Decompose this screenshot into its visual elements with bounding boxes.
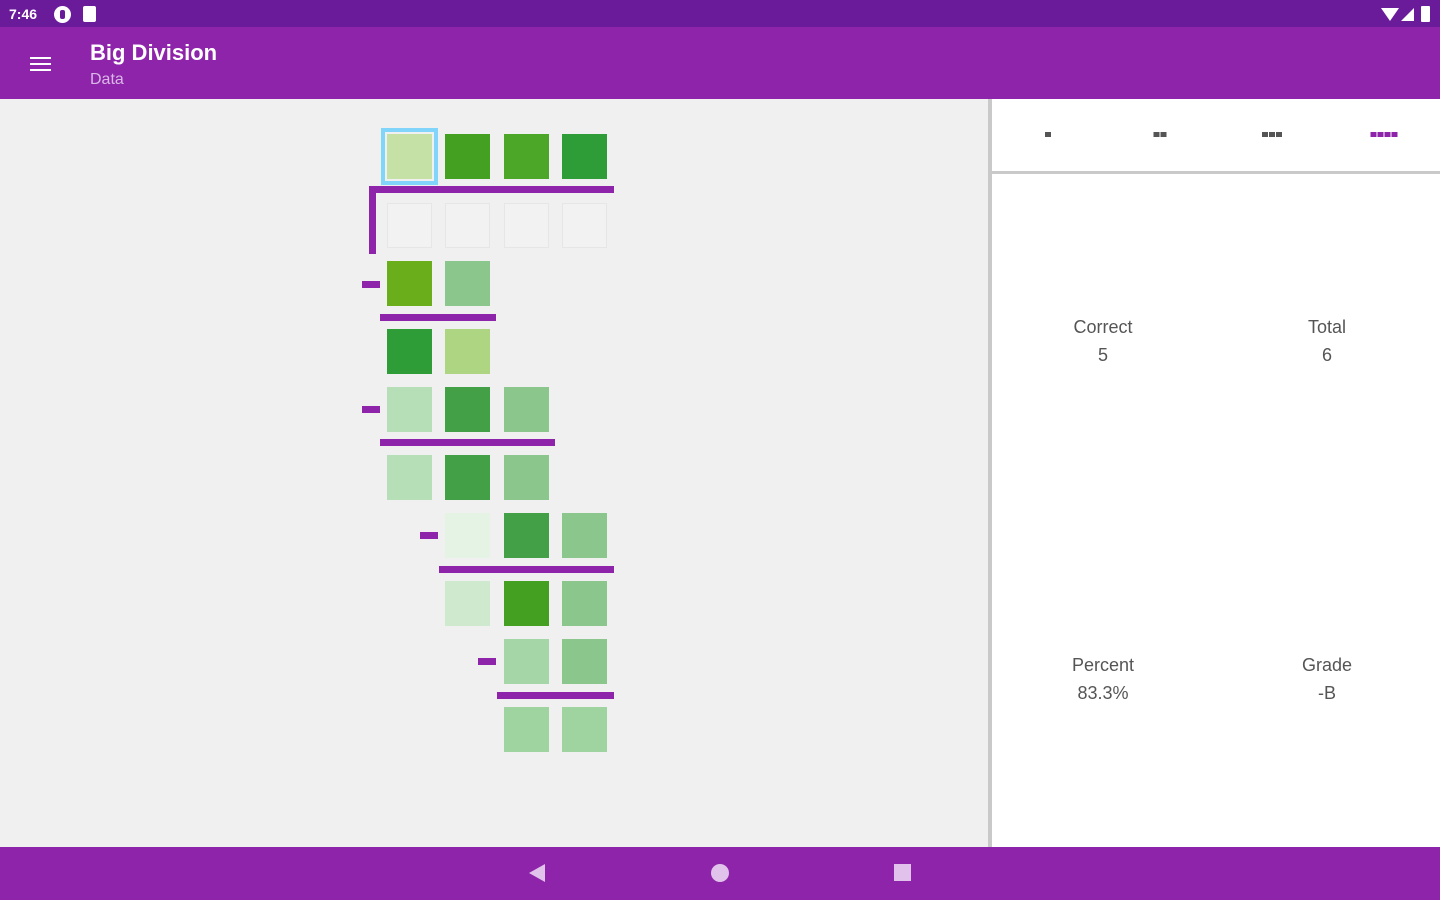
level-dots-icon — [1370, 132, 1398, 137]
signal-icon — [1401, 8, 1414, 21]
division-board — [0, 99, 988, 847]
digit-cell[interactable] — [504, 455, 549, 500]
stat-percent-label: Percent — [1071, 655, 1135, 675]
tab-divider — [992, 171, 1440, 174]
digit-cell[interactable] — [504, 639, 549, 684]
digit-cell[interactable] — [562, 707, 607, 752]
level-dots-icon — [1045, 132, 1051, 137]
digit-cell[interactable] — [562, 134, 607, 179]
minus-sign — [362, 406, 380, 413]
level-dots-icon — [1153, 132, 1167, 137]
answer-cell[interactable] — [562, 203, 607, 248]
stat-correct-label: Correct — [1073, 317, 1133, 337]
stat-total-value: 6 — [1321, 345, 1332, 365]
minus-sign — [420, 532, 438, 539]
app-title: Big Division — [90, 40, 218, 65]
home-circle-icon[interactable] — [711, 864, 729, 882]
division-bracket — [369, 186, 376, 254]
answer-cell[interactable] — [387, 203, 432, 248]
digit-cell[interactable] — [445, 134, 490, 179]
app-bar: Big Division Data — [0, 27, 1440, 99]
menu-icon[interactable] — [26, 51, 56, 77]
answer-cell[interactable] — [445, 203, 490, 248]
minus-sign — [362, 281, 380, 288]
stat-percent-value: 83.3% — [1077, 683, 1129, 703]
digit-cell[interactable] — [445, 581, 490, 626]
digit-cell[interactable] — [562, 513, 607, 558]
stat-grade-label: Grade — [1301, 655, 1353, 675]
status-time: 7:46 — [9, 6, 38, 22]
digit-cell[interactable] — [381, 128, 438, 185]
panel-divider — [988, 99, 992, 847]
stat-percent: Percent 83.3% — [1003, 651, 1203, 707]
sd-card-icon — [83, 6, 96, 22]
status-bar: 7:46 — [0, 0, 1440, 27]
stat-total: Total 6 — [1227, 313, 1427, 369]
notification-icon — [54, 6, 71, 23]
digit-cell[interactable] — [387, 387, 432, 432]
wifi-icon — [1381, 8, 1399, 21]
digit-cell[interactable] — [562, 639, 607, 684]
digit-cell[interactable] — [504, 581, 549, 626]
answer-cell[interactable] — [504, 203, 549, 248]
digit-cell[interactable] — [504, 513, 549, 558]
digit-cell[interactable] — [445, 513, 490, 558]
tab-level-2[interactable] — [1104, 99, 1216, 171]
digit-cell[interactable] — [387, 455, 432, 500]
subtraction-line — [380, 314, 496, 321]
recent-square-icon[interactable] — [894, 864, 911, 881]
stat-grade: Grade -B — [1227, 651, 1427, 707]
digit-cell[interactable] — [562, 581, 607, 626]
back-triangle-icon[interactable] — [529, 864, 545, 882]
digit-cell[interactable] — [387, 261, 432, 306]
digit-cell[interactable] — [445, 455, 490, 500]
navigation-bar — [0, 847, 1440, 900]
tab-level-3[interactable] — [1216, 99, 1328, 171]
level-dots-icon — [1262, 132, 1282, 137]
digit-cell[interactable] — [504, 134, 549, 179]
stat-total-label: Total — [1307, 317, 1347, 337]
stats-panel: Correct 5 Total 6 Percent 83.3% Grade -B — [992, 99, 1440, 847]
digit-cell[interactable] — [445, 387, 490, 432]
subtraction-line — [439, 566, 614, 573]
tab-level-4[interactable] — [1328, 99, 1440, 171]
digit-cell[interactable] — [504, 387, 549, 432]
stat-correct: Correct 5 — [1003, 313, 1203, 369]
digit-cell[interactable] — [387, 329, 432, 374]
digit-cell[interactable] — [504, 707, 549, 752]
app-subtitle: Data — [90, 71, 124, 88]
minus-sign — [478, 658, 496, 665]
stat-grade-value: -B — [1318, 683, 1336, 703]
digit-cell[interactable] — [445, 261, 490, 306]
battery-icon — [1421, 6, 1430, 22]
subtraction-line — [380, 439, 555, 446]
digit-cell[interactable] — [445, 329, 490, 374]
subtraction-line — [497, 692, 614, 699]
stat-correct-value: 5 — [1097, 345, 1108, 365]
division-bar — [369, 186, 614, 193]
tab-level-1[interactable] — [992, 99, 1104, 171]
